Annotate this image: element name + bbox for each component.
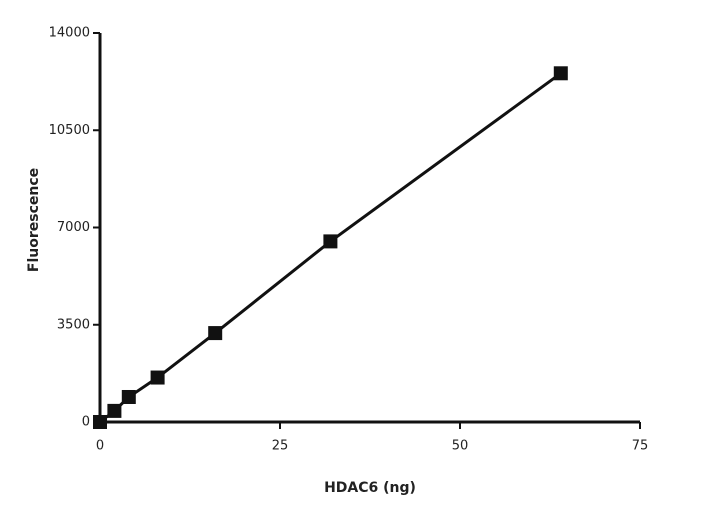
data-point: [208, 326, 223, 341]
data-point: [150, 370, 165, 385]
data-point: [121, 389, 136, 404]
y-tick-label: 7000: [57, 220, 90, 235]
data-point: [553, 66, 568, 81]
x-axis-title: HDAC6 (ng): [324, 480, 416, 496]
data-point: [93, 415, 107, 429]
x-tick-label: 0: [96, 439, 104, 454]
x-tick-label: 50: [452, 439, 469, 454]
y-tick-label: 14000: [49, 26, 90, 41]
data-point: [323, 234, 338, 249]
y-tick-label: 10500: [49, 123, 90, 138]
data-point: [107, 403, 122, 418]
y-axis-title: Fluorescence: [26, 168, 42, 272]
y-tick-label: 0: [82, 415, 90, 430]
x-tick-label: 25: [272, 439, 289, 454]
y-tick-label: 3500: [57, 317, 90, 332]
x-tick-label: 75: [632, 439, 649, 454]
